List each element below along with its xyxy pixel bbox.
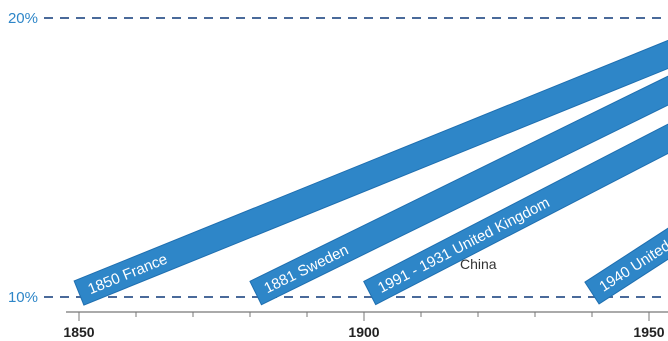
x-tick-label: 1950	[633, 324, 664, 340]
arrow-shape	[584, 7, 668, 305]
arrows: 1850 France19701881 Sweden19801991 - 193…	[73, 1, 668, 306]
arrow-france: 1850 France1970	[73, 1, 668, 306]
x-tick-label: 1850	[63, 324, 94, 340]
china-annotation: China	[460, 256, 497, 272]
arrow-shape	[363, 3, 668, 306]
arrow-shape	[73, 1, 668, 306]
x-tick-label: 1900	[348, 324, 379, 340]
arrow-shape	[249, 3, 668, 306]
y-tick-label: 10%	[8, 289, 38, 306]
x-axis: 18501900195020002050	[63, 311, 668, 340]
reference-lines: 10% 20%	[8, 10, 668, 306]
y-tick-label: 20%	[8, 10, 38, 27]
